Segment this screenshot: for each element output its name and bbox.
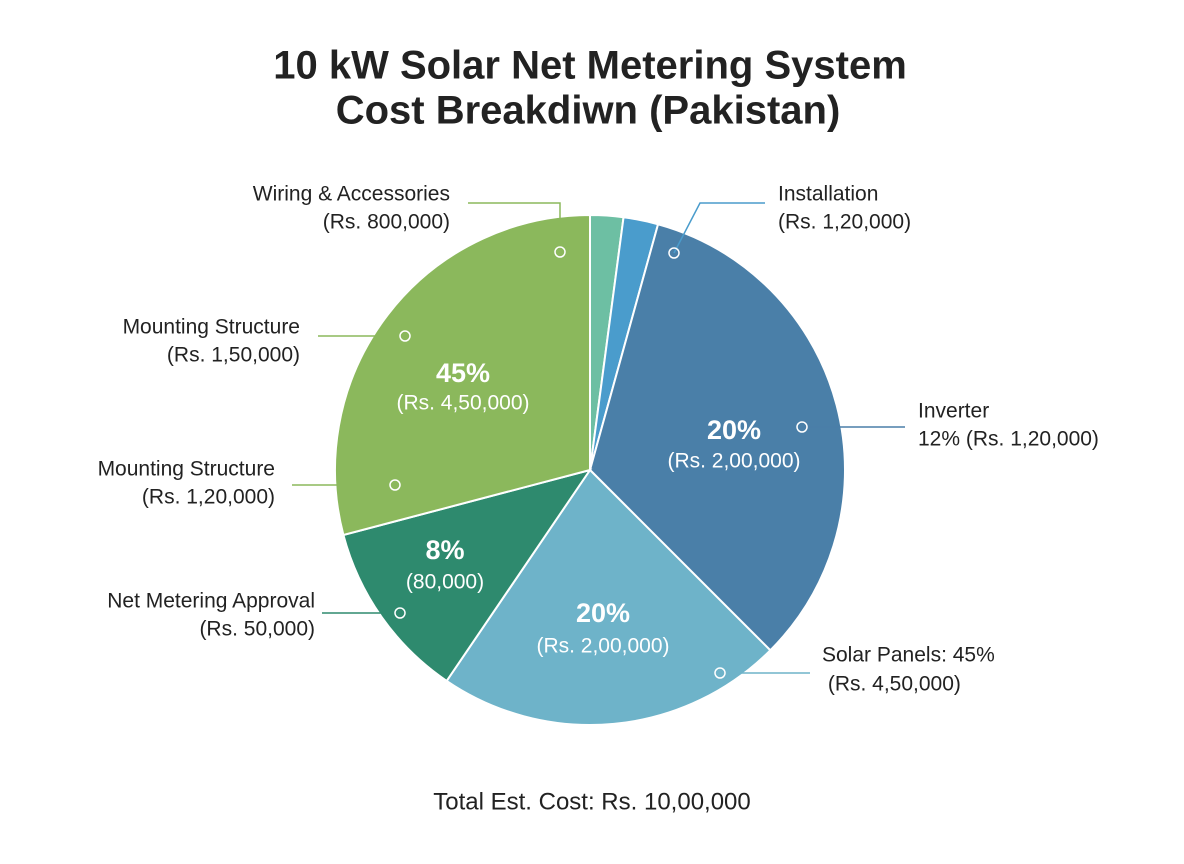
leader-dot <box>554 246 566 258</box>
pie-slice <box>342 468 593 683</box>
leader-dot <box>796 421 808 433</box>
callout-sublabel: 12% (Rs. 1,20,000) <box>918 428 1099 451</box>
slice-label: 20% <box>707 415 761 445</box>
leader-dot <box>394 607 406 619</box>
leader-dot <box>714 667 726 679</box>
callout-label: Solar Panels: 45% <box>822 644 995 667</box>
slice-label: 20% <box>576 598 630 628</box>
slice-sublabel: (Rs. 4,50,000) <box>396 392 529 415</box>
callout-sublabel: (Rs. 1,20,000) <box>142 486 275 509</box>
callout-sublabel: (Rs. 1,20,000) <box>778 211 911 234</box>
chart-title: Cost Breakdiwn (Pakistan) <box>336 89 841 133</box>
pie-slice <box>588 223 846 652</box>
slice-sublabel: (Rs. 2,00,000) <box>536 635 669 658</box>
leader-line <box>468 202 561 252</box>
callout-sublabel: (Rs. 4,50,000) <box>822 673 961 696</box>
callout-label: Wiring & Accessories <box>253 183 450 206</box>
callout-sublabel: (Rs. 50,000) <box>199 618 315 641</box>
callout-sublabel: (Rs. 1,50,000) <box>167 344 300 367</box>
callout-sublabel: (Rs. 800,000) <box>323 211 450 234</box>
slice-sublabel: (80,000) <box>406 571 484 594</box>
leader-dot <box>389 479 401 491</box>
callout-label: Installation <box>778 183 878 206</box>
leader-dot <box>399 330 411 342</box>
pie-slice <box>445 468 772 726</box>
slice-sublabel: (Rs. 2,00,000) <box>667 450 800 473</box>
callout-label: Mounting Structure <box>123 316 300 339</box>
pie-slice <box>334 213 591 537</box>
leader-line <box>673 202 765 254</box>
chart-title: 10 kW Solar Net Metering System <box>273 44 907 88</box>
footer-note: Total Est. Cost: Rs. 10,00,000 <box>433 788 751 815</box>
callout-label: Mounting Structure <box>98 458 275 481</box>
callout-label: Net Metering Approval <box>107 590 315 613</box>
callout-label: Inverter <box>918 400 989 423</box>
slice-label: 45% <box>436 358 490 388</box>
leader-dot <box>668 247 680 259</box>
slice-label: 8% <box>425 535 464 565</box>
